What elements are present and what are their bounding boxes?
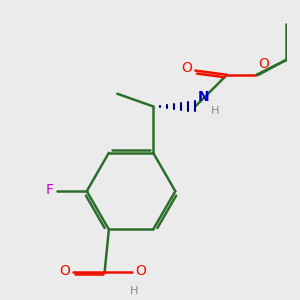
Text: H: H [212, 106, 220, 116]
Text: F: F [46, 183, 54, 197]
Text: O: O [259, 57, 269, 71]
Text: H: H [130, 286, 138, 296]
Text: O: O [181, 61, 192, 76]
Text: O: O [136, 264, 146, 278]
Text: O: O [59, 264, 70, 278]
Text: N: N [197, 90, 209, 104]
